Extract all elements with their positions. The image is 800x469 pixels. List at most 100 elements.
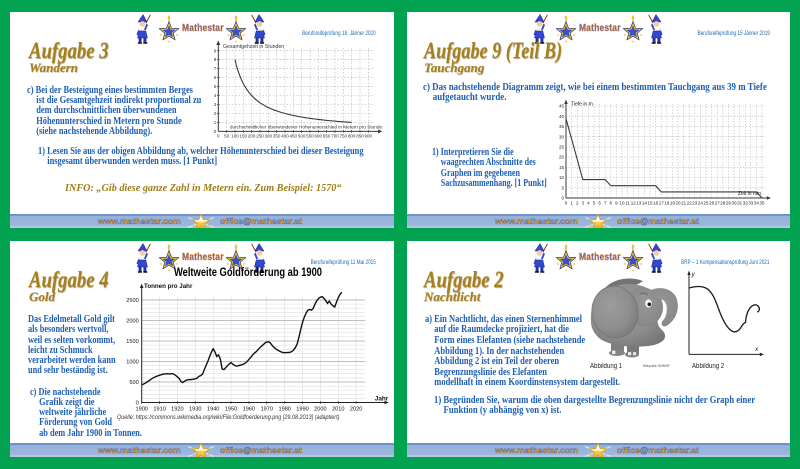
svg-text:0: 0 (217, 134, 220, 139)
svg-text:25: 25 (559, 145, 565, 150)
svg-text:200: 200 (248, 134, 256, 139)
svg-text:7: 7 (604, 201, 607, 206)
svg-text:2020: 2020 (350, 407, 362, 413)
svg-text:x: x (754, 346, 759, 353)
svg-text:14: 14 (642, 201, 648, 206)
svg-text:10: 10 (559, 175, 565, 180)
svg-text:20: 20 (675, 201, 681, 206)
svg-text:1990: 1990 (296, 407, 308, 413)
svg-text:Jahr: Jahr (375, 395, 389, 402)
svg-text:8: 8 (214, 57, 217, 62)
svg-text:2010: 2010 (332, 407, 344, 413)
svg-text:30: 30 (731, 201, 737, 206)
svg-text:29: 29 (726, 201, 732, 206)
svg-text:26: 26 (709, 201, 715, 206)
svg-text:24: 24 (698, 201, 704, 206)
svg-text:0: 0 (565, 201, 568, 206)
svg-text:800: 800 (348, 134, 356, 139)
svg-text:350: 350 (273, 134, 281, 139)
svg-text:500: 500 (129, 380, 138, 386)
svg-text:2000: 2000 (126, 319, 138, 325)
svg-text:1930: 1930 (189, 407, 201, 413)
svg-text:2500: 2500 (126, 298, 138, 304)
svg-text:1000: 1000 (126, 360, 138, 366)
svg-text:300: 300 (265, 134, 273, 139)
svg-text:10: 10 (619, 201, 625, 206)
svg-text:durchschnittlicher überwundene: durchschnittlicher überwundener Höhenunt… (230, 125, 383, 130)
svg-text:2: 2 (576, 201, 579, 206)
svg-text:18: 18 (664, 201, 670, 206)
svg-text:3: 3 (214, 102, 217, 107)
svg-text:22: 22 (687, 201, 693, 206)
svg-text:17: 17 (659, 201, 665, 206)
svg-text:0: 0 (136, 401, 139, 407)
svg-text:600: 600 (315, 134, 323, 139)
svg-text:20: 20 (559, 155, 565, 160)
svg-text:1: 1 (570, 201, 573, 206)
svg-text:4: 4 (214, 93, 217, 98)
svg-text:Tonnen pro Jahr: Tonnen pro Jahr (144, 283, 193, 290)
svg-text:0: 0 (561, 196, 564, 201)
svg-text:900: 900 (365, 134, 373, 139)
svg-text:1950: 1950 (225, 407, 237, 413)
svg-text:5: 5 (593, 201, 596, 206)
svg-text:28: 28 (720, 201, 726, 206)
svg-text:34: 34 (754, 201, 760, 206)
svg-text:550: 550 (306, 134, 314, 139)
svg-text:6: 6 (214, 75, 217, 80)
svg-text:400: 400 (281, 134, 289, 139)
svg-text:500: 500 (298, 134, 306, 139)
svg-text:13: 13 (636, 201, 642, 206)
svg-text:1: 1 (214, 120, 217, 125)
svg-text:8: 8 (610, 201, 613, 206)
svg-text:0: 0 (214, 129, 217, 134)
svg-text:700: 700 (331, 134, 339, 139)
svg-text:100: 100 (231, 134, 239, 139)
svg-text:33: 33 (748, 201, 754, 206)
svg-text:31: 31 (737, 201, 743, 206)
svg-text:45: 45 (559, 104, 565, 109)
svg-text:32: 32 (743, 201, 749, 206)
svg-text:11: 11 (625, 201, 630, 206)
svg-text:19: 19 (670, 201, 676, 206)
svg-text:1920: 1920 (171, 407, 183, 413)
svg-text:6: 6 (598, 201, 601, 206)
svg-text:150: 150 (240, 134, 248, 139)
svg-text:21: 21 (681, 201, 687, 206)
svg-text:1500: 1500 (126, 339, 138, 345)
svg-text:5: 5 (214, 84, 217, 89)
svg-text:Gesamtgehzeit in Stunden: Gesamtgehzeit in Stunden (223, 44, 284, 50)
svg-text:35: 35 (759, 201, 765, 206)
svg-text:3: 3 (582, 201, 585, 206)
svg-text:Zeit in min: Zeit in min (738, 191, 761, 197)
svg-text:1960: 1960 (243, 407, 255, 413)
svg-text:650: 650 (323, 134, 331, 139)
svg-text:4: 4 (587, 201, 590, 206)
svg-text:1900: 1900 (135, 407, 147, 413)
svg-text:27: 27 (715, 201, 721, 206)
svg-text:15: 15 (559, 165, 565, 170)
svg-text:5: 5 (561, 185, 564, 190)
svg-text:850: 850 (356, 134, 364, 139)
svg-text:50: 50 (224, 134, 230, 139)
svg-text:2: 2 (214, 111, 217, 116)
svg-text:16: 16 (653, 201, 659, 206)
svg-text:1980: 1980 (278, 407, 290, 413)
svg-text:7: 7 (214, 66, 217, 71)
svg-text:2000: 2000 (314, 407, 326, 413)
svg-text:12: 12 (631, 201, 637, 206)
svg-text:9: 9 (214, 48, 217, 53)
svg-text:25: 25 (703, 201, 709, 206)
svg-text:750: 750 (340, 134, 348, 139)
svg-text:250: 250 (256, 134, 264, 139)
svg-text:40: 40 (559, 114, 565, 119)
svg-text:y: y (691, 271, 696, 278)
svg-text:9: 9 (615, 201, 618, 206)
svg-text:30: 30 (559, 134, 565, 139)
svg-text:1910: 1910 (153, 407, 165, 413)
svg-text:35: 35 (559, 124, 565, 129)
svg-text:23: 23 (692, 201, 698, 206)
svg-text:15: 15 (647, 201, 653, 206)
svg-text:450: 450 (290, 134, 298, 139)
svg-text:1970: 1970 (261, 407, 273, 413)
